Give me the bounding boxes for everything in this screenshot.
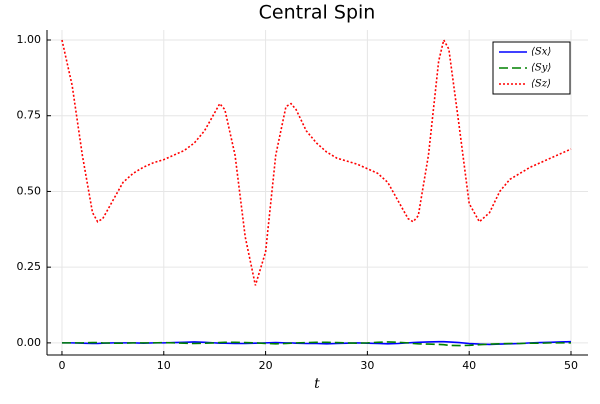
- y-tick-label: 1.00: [17, 33, 42, 46]
- x-axis-label: t: [314, 376, 320, 392]
- x-tick-label: 30: [360, 359, 374, 372]
- y-tick-label: 0.25: [17, 260, 42, 273]
- legend-label: ⟨Sx⟩: [531, 47, 551, 58]
- x-tick-label: 10: [157, 359, 171, 372]
- x-tick-label: 20: [259, 359, 273, 372]
- x-tick-label: 50: [564, 359, 578, 372]
- legend-label: ⟨Sy⟩: [531, 63, 551, 74]
- y-tick-label: 0.00: [17, 336, 42, 349]
- x-tick-label: 40: [462, 359, 476, 372]
- legend-label: ⟨Sz⟩: [531, 79, 551, 90]
- y-tick-label: 0.50: [17, 184, 42, 197]
- chart-title: Central Spin: [259, 2, 376, 24]
- y-tick-label: 0.75: [17, 109, 42, 122]
- x-tick-label: 0: [58, 359, 65, 372]
- data-line: [61, 341, 571, 347]
- data-line: [61, 37, 572, 286]
